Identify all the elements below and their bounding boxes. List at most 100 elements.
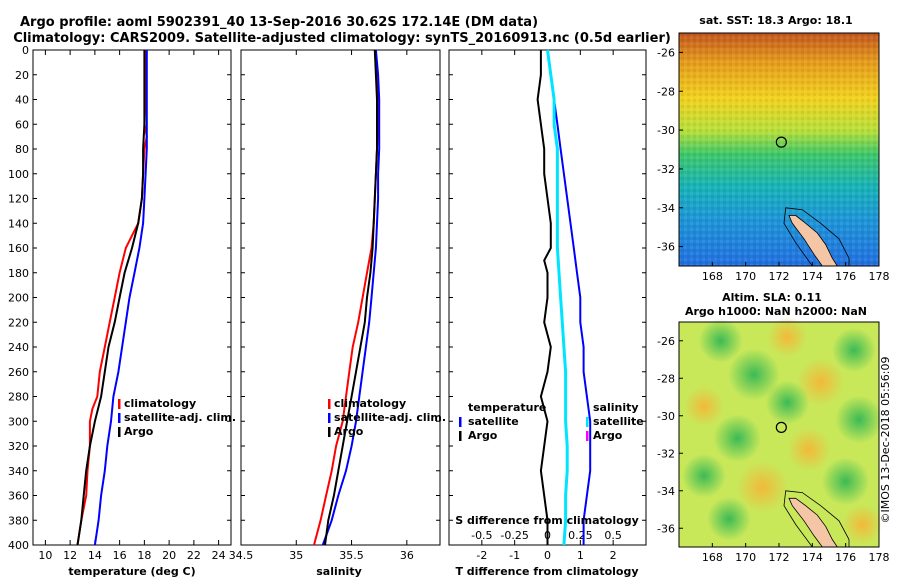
depth-tick-label: 240 xyxy=(8,341,29,354)
difference-xlabel: T difference from climatology xyxy=(455,565,638,578)
depth-tick-label: 60 xyxy=(15,118,29,131)
difference-legend-swatch xyxy=(586,417,589,427)
sla-anomaly-patch xyxy=(835,395,883,444)
depth-axis: 0 20 40 60 80 100 120 140 160 180 200 220 240 260 280 3… xyxy=(8,44,29,552)
bathymetry-contour xyxy=(783,207,850,267)
map-ytick-label: -30 xyxy=(657,124,675,137)
map-ytick-label: -26 xyxy=(657,335,675,348)
map-ytick-label: -34 xyxy=(657,485,675,498)
salinity-series-satellite-adj-clim xyxy=(321,49,381,546)
depth-tick-label: 320 xyxy=(8,440,29,453)
salinity-legend-swatch xyxy=(328,427,331,437)
map-xtick-label: 176 xyxy=(835,551,856,564)
salinity-legend-label: climatology xyxy=(334,397,406,410)
difference-top-xtick-label: 0.25 xyxy=(568,529,593,542)
argo-float-marker xyxy=(775,421,787,433)
temperature-series-argo xyxy=(76,50,146,546)
difference-legend-label: satellite xyxy=(468,415,519,428)
map-xtick-label: 168 xyxy=(702,551,723,564)
salinity-legend-swatch xyxy=(328,413,331,423)
difference-series-temperature-satellite xyxy=(546,49,592,545)
temperature-legend-swatch xyxy=(118,399,121,409)
depth-tick-label: 200 xyxy=(8,292,29,305)
map-xtick-label: 172 xyxy=(769,270,790,283)
sla-anomaly-patch xyxy=(682,453,726,498)
temperature-legend-label: climatology xyxy=(124,397,196,410)
bathymetry-contour xyxy=(783,490,850,548)
sst-texture xyxy=(679,33,879,266)
sla-anomaly-patch xyxy=(796,358,845,406)
difference-legend-swatch xyxy=(459,417,462,427)
map-ytick-label: -34 xyxy=(657,202,675,215)
depth-tick-label: 80 xyxy=(15,143,29,156)
difference-legend-label: Argo xyxy=(468,429,498,442)
temperature-legend-label: Argo xyxy=(124,425,154,438)
map-xtick-label: 178 xyxy=(869,270,890,283)
depth-tick-label: 400 xyxy=(8,539,29,552)
sla-map-title-line2: Argo h1000: NaN h2000: NaN xyxy=(685,305,867,318)
difference-xtick-label: -1 xyxy=(509,549,520,562)
temperature-xtick-label: 20 xyxy=(162,549,176,562)
temperature-plot-frame xyxy=(32,49,232,546)
difference-xtick-label: 1 xyxy=(577,549,584,562)
salinity-legend-swatch xyxy=(328,399,331,409)
salinity-xtick-label: 35.5 xyxy=(339,549,364,562)
map-ytick-label: -32 xyxy=(657,163,675,176)
sst-map: sat. SST: 18.3 Argo: 18.1 168 170 172 174 17… xyxy=(657,14,889,283)
temperature-xlabel: temperature (deg C) xyxy=(68,565,195,578)
temperature-legend-swatch xyxy=(118,427,121,437)
salinity-plot-frame xyxy=(240,49,441,546)
salinity-xtick-label: 34.5 xyxy=(229,549,254,562)
difference-top-xtick-label: -0.5 xyxy=(471,529,492,542)
depth-tick-label: 120 xyxy=(8,193,29,206)
map-ytick-label: -30 xyxy=(657,410,675,423)
argo-float-marker xyxy=(775,136,787,148)
difference-xtick-label: 2 xyxy=(610,549,617,562)
map-xtick-label: 176 xyxy=(835,270,856,283)
sla-anomaly-patch xyxy=(707,496,751,541)
sla-anomaly-patch xyxy=(698,318,743,363)
sla-anomaly-patch xyxy=(767,317,808,357)
sla-anomaly-patch xyxy=(684,386,724,427)
difference-series-salinity-satellite xyxy=(546,49,569,546)
difference-xtick-label: -2 xyxy=(476,549,487,562)
temperature-panel: 10 12 14 16 18 20 22 24 temperature (deg C) cli… xyxy=(32,49,236,578)
sla-anomaly-patch xyxy=(832,328,876,373)
depth-tick-label: 180 xyxy=(8,267,29,280)
sla-map-title-line1: Altim. SLA: 0.11 xyxy=(722,291,822,304)
salinity-panel: 34.5 35 35.5 36 salinity climatologysatelli… xyxy=(229,49,446,578)
map-xtick-label: 178 xyxy=(869,551,890,564)
difference-legend-label: Argo xyxy=(593,429,623,442)
map-ytick-label: -28 xyxy=(657,85,675,98)
depth-tick-label: 220 xyxy=(8,316,29,329)
sla-anomaly-patch xyxy=(787,427,831,472)
difference-top-xtick-label: 0.5 xyxy=(604,529,622,542)
map-xtick-label: 174 xyxy=(802,551,823,564)
imos-credit: ©IMOS 13-Dec-2018 05:56:09 xyxy=(879,357,892,524)
temperature-series-satellite-adj-clim xyxy=(93,50,148,546)
map-xtick-label: 170 xyxy=(735,551,756,564)
depth-tick-label: 140 xyxy=(8,217,29,230)
difference-xtick-label: 0 xyxy=(544,549,551,562)
map-ytick-label: -36 xyxy=(657,241,675,254)
temperature-xtick-label: 12 xyxy=(63,549,77,562)
difference-legend-label: satellite xyxy=(593,415,644,428)
temperature-legend-swatch xyxy=(118,413,121,423)
sla-anomaly-patch xyxy=(821,457,870,506)
sst-map-title: sat. SST: 18.3 Argo: 18.1 xyxy=(699,14,852,27)
depth-tick-label: 160 xyxy=(8,242,29,255)
salinity-xtick-label: 36 xyxy=(400,549,414,562)
map-ytick-label: -36 xyxy=(657,522,675,535)
sla-anomaly-patch xyxy=(728,348,780,401)
sla-anomaly-patch xyxy=(765,380,810,425)
depth-tick-label: 260 xyxy=(8,366,29,379)
salinity-legend-label: Argo xyxy=(334,425,364,438)
salinity-xlabel: salinity xyxy=(316,565,362,578)
temperature-series-climatology xyxy=(76,50,148,546)
depth-tick-label: 0 xyxy=(22,44,29,57)
difference-legend: temperature salinitysatelliteArgosatellit… xyxy=(459,401,644,442)
salinity-xtick-label: 35 xyxy=(289,549,303,562)
